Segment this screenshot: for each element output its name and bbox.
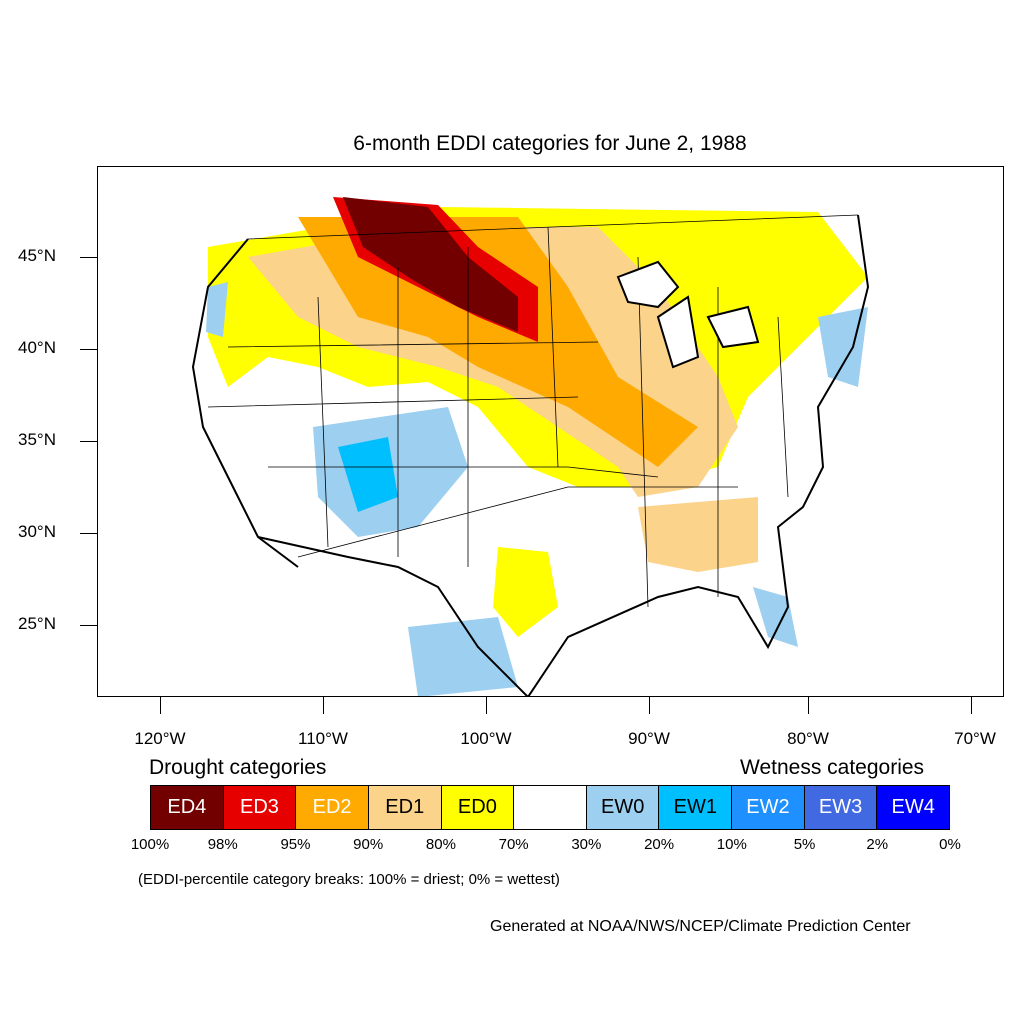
- legend-break-label: 30%: [571, 836, 602, 853]
- lon-tick-100: [486, 697, 487, 714]
- category-note: (EDDI-percentile category breaks: 100% =…: [138, 871, 560, 888]
- legend-swatch-ew4: EW4: [877, 786, 950, 829]
- lon-tick-70: [971, 697, 972, 714]
- legend-break-label: 10%: [716, 836, 747, 853]
- legend-break-label: 100%: [130, 836, 170, 853]
- legend-break-label: 0%: [939, 836, 961, 853]
- credit-text: Generated at NOAA/NWS/NCEP/Climate Predi…: [490, 918, 911, 935]
- legend-swatch-neutral: [514, 786, 587, 829]
- legend-swatch-ed3: ED3: [223, 786, 297, 829]
- great-lakes: [616, 260, 760, 369]
- lat-label-40: 40°N: [18, 338, 56, 357]
- lat-label-35: 35°N: [18, 430, 56, 449]
- lat-tick-25: [80, 625, 97, 626]
- lon-label-80: 80°W: [787, 729, 829, 748]
- legend-swatch-ed1: ED1: [368, 786, 442, 829]
- lat-label-25: 25°N: [18, 614, 56, 633]
- ew0-region-mexico: [408, 617, 518, 696]
- lon-tick-80: [808, 697, 809, 714]
- state-borders: [207, 214, 859, 608]
- legend-swatch-ew1: EW1: [659, 786, 733, 829]
- legend-break-label: 80%: [425, 836, 456, 853]
- lon-tick-110: [323, 697, 324, 714]
- legend-swatch-ed0: ED0: [441, 786, 515, 829]
- ew0-region-pacific: [206, 282, 228, 337]
- ed4-region: [343, 197, 518, 332]
- lon-tick-120: [160, 697, 161, 714]
- ed0-region-south: [493, 547, 558, 637]
- legend-break-label: 70%: [498, 836, 529, 853]
- lat-label-30: 30°N: [18, 522, 56, 541]
- lon-label-110: 110°W: [298, 729, 348, 748]
- lat-tick-35: [80, 441, 97, 442]
- coastline: [191, 214, 870, 696]
- legend-break-label: 2%: [866, 836, 889, 853]
- legend-swatch-ew2: EW2: [732, 786, 805, 829]
- legend-swatch-ew0: EW0: [586, 786, 660, 829]
- legend-swatch-ew3: EW3: [804, 786, 878, 829]
- wetness-heading: Wetness categories: [740, 756, 925, 779]
- legend-break-label: 98%: [207, 836, 238, 853]
- lat-tick-45: [80, 257, 97, 258]
- lon-label-120: 120°W: [134, 729, 186, 748]
- lon-label-70: 70°W: [954, 729, 996, 748]
- legend-swatch-ed4: ED4: [151, 786, 224, 829]
- legend-break-label: 20%: [644, 836, 675, 853]
- eddi-map: [188, 197, 870, 696]
- lon-label-90: 90°W: [628, 729, 670, 748]
- legend-break-label: 95%: [280, 836, 311, 853]
- legend-swatch-ed2: ED2: [296, 786, 369, 829]
- ew0-region-northeast: [818, 307, 868, 387]
- map-title: 6-month EDDI categories for June 2, 1988: [353, 132, 747, 155]
- legend-break-label: 5%: [793, 836, 816, 853]
- lat-label-45: 45°N: [18, 246, 56, 265]
- ew1-region: [338, 437, 398, 512]
- ed1-region-south: [638, 497, 758, 572]
- lon-label-100: 100°W: [460, 729, 512, 748]
- legend-break-label: 90%: [353, 836, 384, 853]
- drought-heading: Drought categories: [149, 756, 327, 779]
- lat-tick-40: [80, 349, 97, 350]
- lon-tick-90: [649, 697, 650, 714]
- lat-tick-30: [80, 533, 97, 534]
- legend-colorbar: ED4 ED3 ED2 ED1 ED0 EW0 EW1 EW2 EW3 EW4: [150, 785, 950, 830]
- map-panel: [97, 166, 1004, 697]
